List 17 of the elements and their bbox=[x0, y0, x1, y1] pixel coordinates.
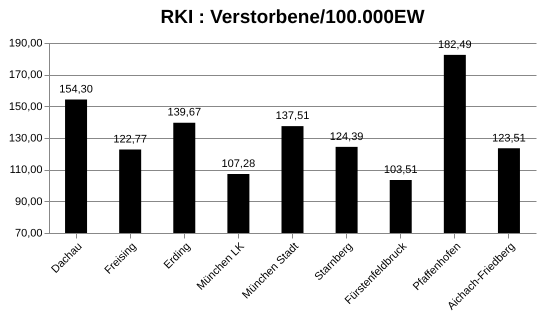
data-label: 124,39 bbox=[330, 130, 364, 143]
y-tick-label: 150,00 bbox=[8, 100, 42, 113]
data-label: 103,51 bbox=[384, 164, 418, 176]
data-label: 139,67 bbox=[167, 106, 202, 119]
data-label: 182,49 bbox=[438, 38, 472, 51]
data-label: 123,51 bbox=[492, 132, 526, 144]
y-tick-label: 190,00 bbox=[8, 38, 42, 50]
chart-title: RKI : Verstorbene/100.000EW bbox=[160, 7, 425, 28]
data-label: 107,28 bbox=[222, 158, 256, 170]
y-tick-label: 110,00 bbox=[10, 164, 42, 176]
y-tick-label: 170,00 bbox=[8, 69, 42, 82]
data-label: 122,77 bbox=[113, 133, 147, 146]
y-tick-label: 90,00 bbox=[14, 196, 42, 208]
y-tick-label: 130,00 bbox=[8, 132, 42, 144]
y-tick-label: 70,00 bbox=[14, 228, 42, 240]
data-label: 154,30 bbox=[59, 84, 93, 96]
data-label: 137,51 bbox=[276, 110, 310, 122]
